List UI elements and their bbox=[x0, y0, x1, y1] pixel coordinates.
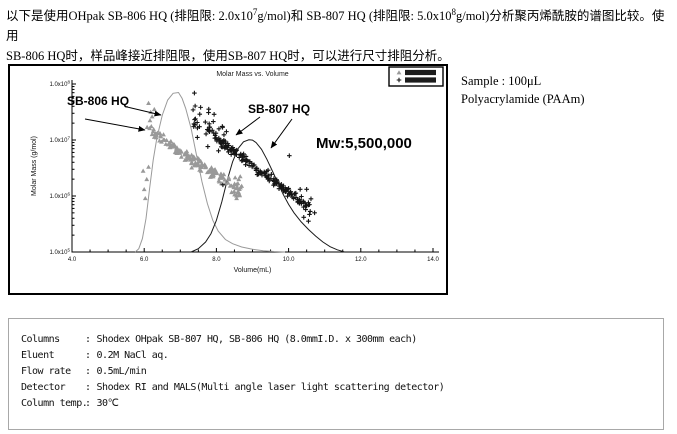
condition-row-columns: Columns : Shodex OHpak SB-807 HQ, SB-806… bbox=[21, 332, 663, 348]
chart-title: Molar Mass vs. Volume bbox=[216, 71, 288, 78]
x-axis-label: Volume(mL) bbox=[234, 267, 272, 274]
condition-separator: : bbox=[85, 398, 91, 409]
condition-separator: : bbox=[85, 382, 91, 393]
annotation-text: Mw:5,500,000 bbox=[316, 135, 412, 152]
intro-text-2: g/mol)和 SB-807 HQ (排阻限: 5.0x10 bbox=[257, 9, 452, 23]
condition-label: Column temp. bbox=[21, 398, 88, 409]
conditions-table: Columns : Shodex OHpak SB-807 HQ, SB-806… bbox=[8, 318, 664, 430]
condition-label: Detector bbox=[21, 382, 66, 393]
intro-exponent-8: 8 bbox=[451, 6, 456, 17]
series-sb-807-hq-chromatogram bbox=[190, 139, 345, 253]
chart-annotations: SB-806 HQ SB-807 HQ Mw:5,500,000 bbox=[67, 94, 412, 152]
sample-volume: Sample : 100μL bbox=[461, 74, 542, 88]
x-tick-label: 12.0 bbox=[355, 257, 367, 263]
sample-info: Sample : 100μL Polyacrylamide (PAAm) bbox=[461, 72, 584, 108]
x-tick-label: 4.0 bbox=[68, 257, 77, 263]
x-tick-label: 8.0 bbox=[212, 257, 221, 263]
annotation-text: SB-807 HQ bbox=[248, 102, 310, 116]
chart-svg: Molar Mass vs. Volume 1.0x105 1.0x106 1.0x1… bbox=[31, 66, 444, 274]
condition-value: Shodex OHpak SB-807 HQ, SB-806 HQ (8.0mm… bbox=[96, 334, 418, 345]
condition-value: 30℃ bbox=[96, 398, 119, 409]
series-sb-806-hq-chromatogram bbox=[134, 91, 286, 253]
condition-value: 0.5mL/min bbox=[96, 366, 147, 377]
x-tick-label: 10.0 bbox=[283, 257, 295, 263]
condition-separator: : bbox=[85, 334, 91, 345]
condition-row-flow-rate: Flow rate : 0.5mL/min bbox=[21, 364, 663, 380]
sample-polymer: Polyacrylamide (PAAm) bbox=[461, 92, 585, 106]
condition-separator: : bbox=[85, 350, 91, 361]
series-sb-806-hq-molar-mass bbox=[140, 100, 245, 201]
y-tick-label: 1.0x105 bbox=[49, 248, 70, 257]
y-tick-label: 1.0x108 bbox=[49, 80, 70, 89]
intro-text-1: 以下是使用OHpak SB-806 HQ (排阻限: 2.0x10 bbox=[6, 9, 253, 23]
condition-row-eluent: Eluent : 0.2M NaCl aq. bbox=[21, 348, 663, 364]
y-axis-label: Molar Mass (g/mol) bbox=[31, 136, 38, 196]
condition-label: Eluent bbox=[21, 350, 55, 361]
condition-value: Shodex RI and MALS(Multi angle laser lig… bbox=[96, 382, 445, 393]
intro-exponent-7: 7 bbox=[252, 6, 258, 17]
chart-axes bbox=[71, 80, 439, 253]
legend-label-block bbox=[405, 69, 436, 76]
legend-label-block bbox=[405, 77, 436, 83]
condition-value: 0.2M NaCl aq. bbox=[96, 350, 169, 361]
intro-text-3: g/mol)分析聚丙烯酰胺的谱图比较。使用 bbox=[6, 9, 665, 43]
condition-label: Flow rate bbox=[21, 366, 71, 377]
y-tick-label: 1.0x106 bbox=[49, 192, 70, 201]
series-sb-807-hq-molar-mass bbox=[190, 90, 317, 224]
condition-label: Columns bbox=[21, 334, 60, 345]
condition-separator: : bbox=[85, 366, 91, 377]
y-tick-label: 1.0x107 bbox=[49, 136, 70, 145]
x-tick-label: 14.0 bbox=[427, 257, 439, 263]
x-tick-label: 6.0 bbox=[140, 257, 149, 263]
intro-paragraph: 以下是使用OHpak SB-806 HQ (排阻限: 2.0x107g/mol)… bbox=[6, 6, 674, 66]
condition-row-column-temp: Column temp. : 30℃ bbox=[21, 396, 663, 412]
molar-mass-chart-panel: Molar Mass vs. Volume 1.0x105 1.0x106 1.0x1… bbox=[8, 64, 448, 295]
annotation-text: SB-806 HQ bbox=[67, 94, 129, 108]
intro-text-line2: SB-806 HQ时，样品峰接近排阻限，使用SB-807 HQ时，可以进行尺寸排… bbox=[6, 49, 450, 63]
condition-row-detector: Detector : Shodex RI and MALS(Multi angl… bbox=[21, 380, 663, 396]
chart-legend bbox=[388, 66, 444, 87]
